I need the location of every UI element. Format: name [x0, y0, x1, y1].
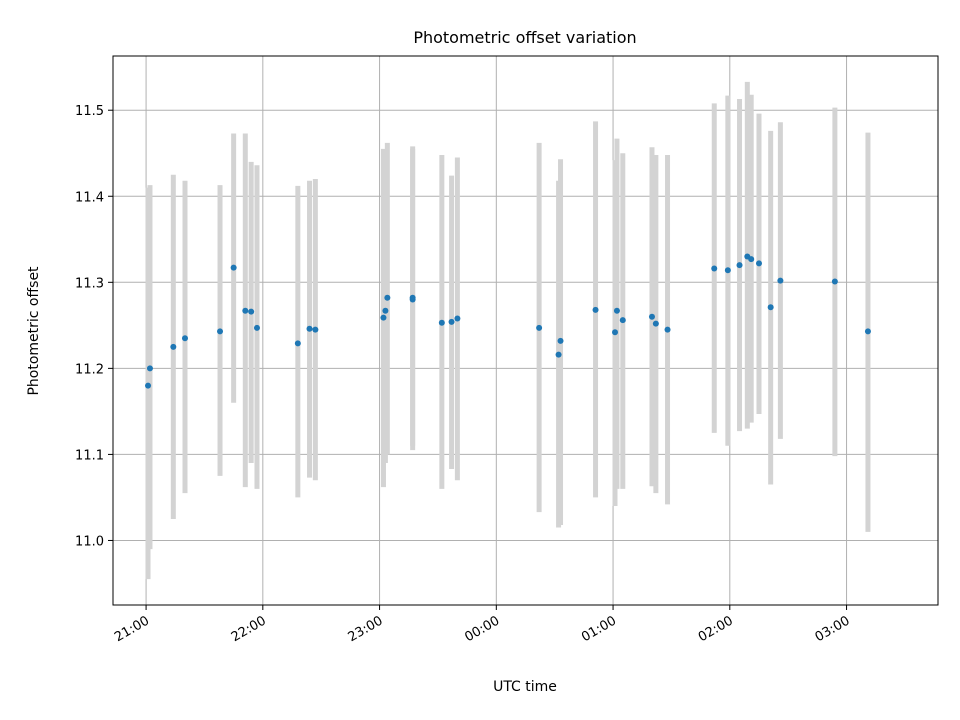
data-point — [536, 324, 543, 331]
data-point — [592, 306, 599, 313]
data-point — [767, 304, 774, 311]
data-point — [648, 313, 655, 320]
data-point — [724, 267, 731, 274]
plot-frame — [112, 55, 939, 606]
data-point — [146, 365, 153, 372]
y-tick-label: 11.5 — [75, 104, 104, 119]
y-tick-label: 11.2 — [75, 362, 104, 377]
y-axis-label: Photometric offset — [26, 266, 42, 396]
data-point — [312, 326, 319, 333]
data-point — [384, 294, 391, 301]
data-point — [748, 256, 755, 263]
data-point — [864, 328, 871, 335]
data-point — [777, 277, 784, 284]
data-point — [619, 317, 626, 324]
data-point — [306, 325, 313, 332]
data-point — [613, 307, 620, 314]
y-axis: 11.0 11.1 11.2 11.3 11.4 11.5 — [75, 104, 113, 549]
y-tick-label: 11.0 — [75, 534, 104, 549]
data-point — [831, 278, 838, 285]
data-point — [448, 318, 455, 325]
data-points — [145, 253, 871, 389]
y-tick-label: 11.1 — [75, 448, 104, 463]
data-point — [711, 265, 718, 272]
data-point — [454, 315, 461, 322]
chart-title: Photometric offset variation — [413, 28, 636, 47]
data-point — [181, 335, 188, 342]
data-point — [736, 262, 743, 269]
data-point — [248, 308, 255, 315]
x-axis-label: UTC time — [493, 679, 557, 695]
data-point — [242, 307, 249, 314]
data-point — [409, 294, 416, 301]
data-point — [755, 260, 762, 267]
data-point — [652, 320, 659, 327]
data-point — [664, 326, 671, 333]
data-point — [217, 328, 224, 335]
y-tick-label: 11.4 — [75, 190, 104, 205]
data-point — [145, 382, 152, 389]
data-point — [230, 264, 237, 271]
data-point — [612, 329, 619, 336]
data-point — [170, 343, 177, 350]
data-point — [557, 337, 564, 344]
data-point — [555, 351, 562, 358]
data-point — [294, 340, 301, 347]
data-point — [438, 319, 445, 326]
data-point — [380, 314, 387, 321]
data-point — [382, 307, 389, 314]
data-point — [253, 324, 260, 331]
y-tick-label: 11.3 — [75, 276, 104, 291]
